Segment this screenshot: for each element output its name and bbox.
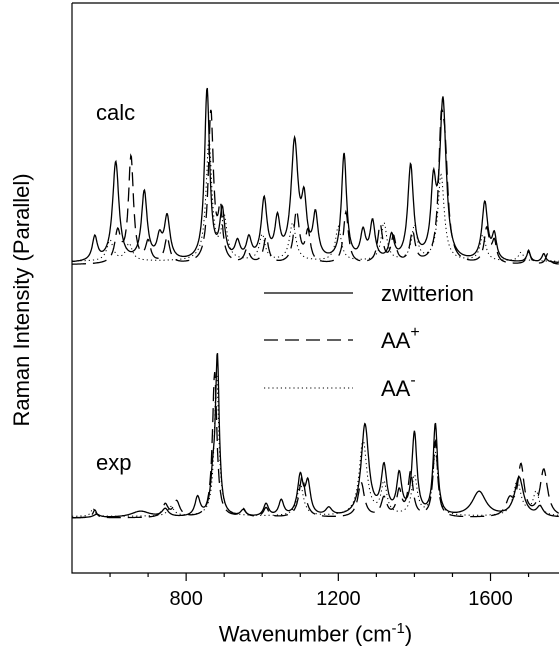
y-axis-title: Raman Intensity (Parallel) bbox=[9, 173, 34, 427]
legend-label: AA+ bbox=[381, 324, 420, 353]
spectra-curves bbox=[71, 87, 559, 519]
plot-axes bbox=[71, 2, 559, 574]
spectrum-exp-2 bbox=[72, 372, 559, 519]
x-axis-title-text: Wavenumber (cm bbox=[218, 621, 392, 647]
panel-label-exp: exp bbox=[96, 450, 131, 475]
spectrum-calc-1 bbox=[71, 87, 559, 263]
panel-label-calc: calc bbox=[96, 100, 135, 125]
x-axis-title-end: ) bbox=[404, 621, 413, 647]
x-tick-label: 1200 bbox=[316, 588, 361, 610]
x-axis-title-superscript: -1 bbox=[391, 620, 405, 637]
spectrum-exp-1 bbox=[72, 353, 559, 519]
legend-label: zwitterion bbox=[381, 281, 474, 306]
axis-frame bbox=[71, 3, 559, 574]
y-axis-title-box: Raman Intensity (Parallel) bbox=[2, 0, 42, 600]
panel-labels: calc exp bbox=[96, 100, 135, 475]
x-tick-label: 1600 bbox=[468, 588, 513, 610]
x-tick-label: 800 bbox=[169, 588, 202, 610]
legend: zwitterion AA+ AA- bbox=[264, 281, 474, 401]
legend-label: AA- bbox=[381, 372, 416, 401]
spectrum-exp-3 bbox=[72, 374, 559, 517]
spectrum-calc-2 bbox=[72, 106, 559, 265]
x-axis-ticks: 800 1200 1600 bbox=[109, 573, 530, 610]
spectrum-calc-3 bbox=[72, 138, 559, 262]
x-axis-title: Wavenumber (cm-1) bbox=[72, 620, 559, 647]
